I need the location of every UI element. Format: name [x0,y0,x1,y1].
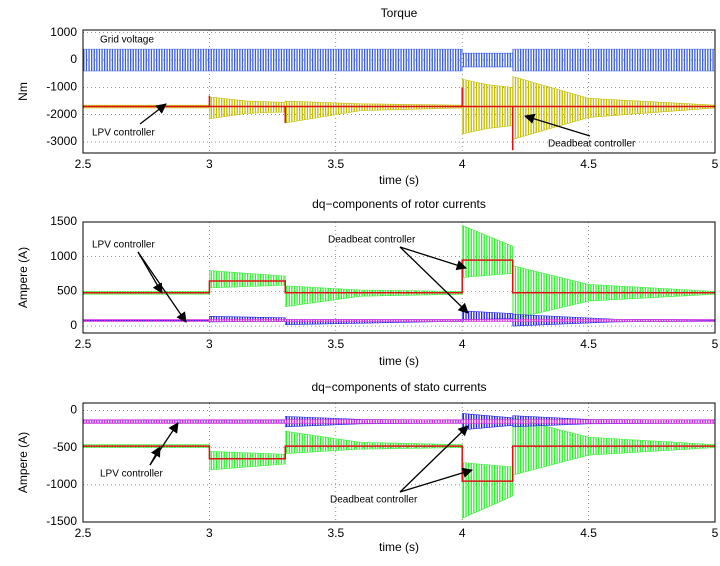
chart-title: dq−components of rotor currents [312,197,486,211]
x-tick-label: 3.5 [327,337,344,351]
annotation-arrow [137,251,187,323]
annotation-arrow [149,422,179,466]
x-tick-label: 2.5 [75,157,92,171]
oscillation-band [83,419,715,424]
x-tick-label: 3.5 [327,526,344,540]
x-axis-label: time (s) [379,173,419,187]
x-tick-label: 4 [459,526,466,540]
data-layer [83,48,715,151]
line [83,87,715,151]
y-tick-label: 1000 [50,249,77,263]
x-tick-label: 5 [712,337,719,351]
x-axis-label: time (s) [379,354,419,368]
x-tick-label: 3.5 [327,157,344,171]
y-tick-label: 1000 [50,25,77,39]
y-axis-label: Ampere (A) [16,247,30,308]
y-tick-label: -1000 [46,477,77,491]
subplot: Torque time (s) Nm 2.5 3 3.5 4 4.5 5 -3000 -2000 -1… [16,6,718,187]
annotation: LPV controller [92,128,155,139]
annotation: LPV controller [100,469,163,480]
plot-frame [82,221,716,334]
y-tick-label: 1500 [50,214,77,228]
annotation-arrow [399,246,469,314]
plot-frame [82,402,716,523]
x-tick-label: 3 [206,157,213,171]
plot-frame [82,29,716,154]
x-tick-label: 4.5 [580,157,597,171]
y-tick-label: 0 [70,403,77,417]
oscillation-band [83,76,715,140]
annotation: Grid voltage [100,35,154,46]
data-layer [83,225,715,327]
x-tick-label: 2.5 [75,337,92,351]
annotation: LPV controller [92,240,155,251]
x-tick-label: 4 [459,157,466,171]
y-axis-label: Nm [16,82,30,101]
x-tick-label: 5 [712,157,719,171]
chart-title: Torque [381,6,418,20]
y-tick-label: 0 [70,52,77,66]
x-tick-label: 2.5 [75,526,92,540]
annotation-arrow [399,425,469,493]
annotation: Deadbeat controller [548,139,636,150]
annotation: Deadbeat controller [328,235,416,246]
x-axis-label: time (s) [379,540,419,554]
subplot: dq−components of rotor currents time (s) A… [16,197,718,368]
y-tick-label: 500 [57,284,77,298]
annotation-arrow [399,467,473,493]
x-tick-label: 3 [206,337,213,351]
annotation-arrow [149,446,161,466]
y-tick-label: -3000 [46,134,77,148]
line [83,445,715,482]
x-tick-label: 4.5 [580,526,597,540]
oscillation-band [83,48,715,72]
data-layer [83,413,715,519]
oscillation-band [83,417,715,519]
x-tick-label: 3 [206,526,213,540]
subplot: dq−components of stato currents time (s) A… [16,380,718,554]
y-tick-label: -1000 [46,80,77,94]
y-tick-label: -2000 [46,107,77,121]
annotation-arrow [139,103,167,125]
y-tick-label: -1500 [46,514,77,528]
x-tick-label: 5 [712,526,719,540]
oscillation-band [83,310,715,327]
annotation: Deadbeat controller [330,495,418,506]
chart-title: dq−components of stato currents [311,380,486,394]
oscillation-band [83,319,715,322]
y-tick-label: 0 [70,318,77,332]
annotation-arrow [524,113,591,137]
x-tick-label: 4.5 [580,337,597,351]
y-tick-label: -500 [53,440,77,454]
line [83,259,715,294]
y-axis-label: Ampere (A) [16,432,30,493]
x-tick-label: 4 [459,337,466,351]
annotation-arrow [399,246,467,271]
